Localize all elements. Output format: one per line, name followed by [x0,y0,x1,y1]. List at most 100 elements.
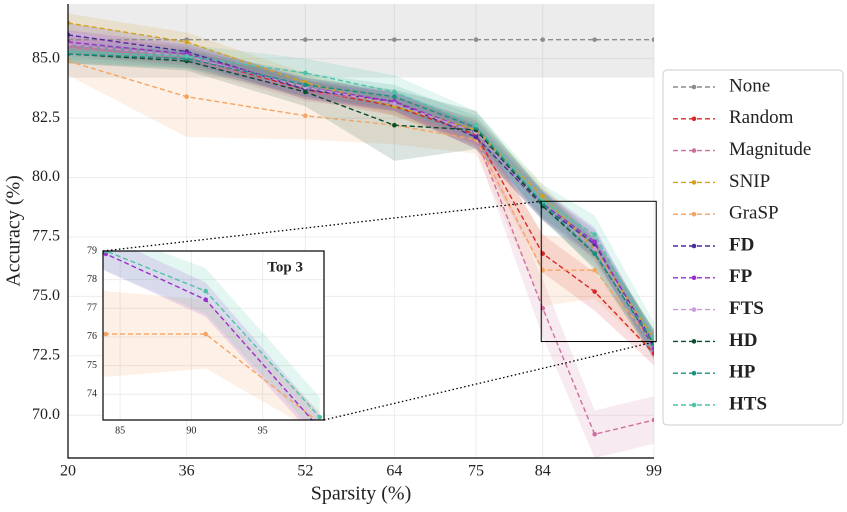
error-band [68,23,654,356]
inset: 74 75 76 77 78 79 85 90 95 Top 3 [87,245,325,436]
error-band [103,288,320,420]
x-tick-label: 20 [60,463,76,480]
x-tick-label: 99 [646,463,662,480]
y-tick-label: 82.5 [32,109,60,126]
y-tick-label: 79 [87,245,97,256]
y-tick-label: 76 [87,331,97,342]
legend-marker [691,275,697,281]
error-band [68,4,654,78]
x-tick-label: 36 [179,463,195,480]
data-point [317,414,323,420]
legend-marker [691,148,697,153]
data-point [303,37,308,42]
series-layer [103,251,323,420]
error-band [68,34,654,366]
legend: None Random Magnitude SNIP GraSP FD FP FTS HD HP H… [662,69,844,426]
y-tick-label: 74 [87,389,97,400]
data-point [651,37,654,42]
y-tick-label: 75 [87,360,97,371]
legend-label: GraSP [729,203,779,224]
legend-marker [691,84,697,90]
error-band [68,42,654,356]
legend-box [662,69,844,426]
legend-marker [691,116,697,122]
legend-marker [691,370,697,376]
legend-label: None [729,75,770,96]
x-tick-label: 75 [468,463,484,480]
y-tick-label: 78 [87,274,97,285]
data-point [540,194,546,199]
legend-marker [691,211,697,217]
legend-label: Magnitude [729,139,811,160]
legend-label: FD [729,234,754,255]
series-line [68,22,654,340]
data-point [592,289,597,294]
error-band [68,46,654,354]
data-point [184,94,189,100]
legend-marker [691,307,697,312]
data-point [540,37,546,42]
legend-marker [691,180,697,185]
error-band [103,251,320,420]
data-point [203,331,208,337]
error-band [68,13,654,349]
data-point [103,331,109,337]
y-tick-label: 72.5 [32,346,60,363]
x-axis-label: Sparsity (%) [311,483,412,505]
legend-label: HP [729,362,756,383]
series-line [68,43,654,345]
data-point [203,288,208,294]
error-band [68,37,654,458]
legend-label: HTS [729,393,767,414]
data-point [303,70,308,76]
legend-label: HD [729,330,758,351]
y-tick-label: 77 [87,303,97,314]
data-point [651,346,654,351]
data-point [392,101,397,107]
legend-marker [691,339,697,344]
y-tick-label: 75.0 [32,287,60,304]
data-point [592,37,597,42]
inset-title: Top 3 [267,259,303,275]
legend-marker [691,243,697,249]
error-band [103,251,320,420]
data-point [184,53,189,59]
data-point [392,122,397,128]
data-point [592,251,597,256]
data-point [592,246,597,252]
legend-marker [691,402,697,408]
x-tick-label: 84 [535,463,551,480]
data-point [592,232,597,237]
series-line [68,53,654,345]
series-line [68,50,654,340]
series-line [68,34,654,345]
legend-label: FP [729,266,753,287]
data-point [651,417,654,423]
data-point [392,89,397,95]
data-point [392,94,397,100]
data-point [651,351,654,356]
legend-label: Random [729,107,794,128]
data-point [473,37,479,42]
data-point [303,89,308,95]
data-point [592,239,597,244]
x-tick-label: 95 [258,425,268,436]
y-tick-label: 77.5 [32,228,60,245]
inset-frame [102,250,325,421]
zoom-connector [323,340,657,421]
x-tick-label: 90 [186,425,196,436]
data-point [184,39,189,45]
x-tick-label: 52 [297,463,313,480]
y-tick-label: 80.0 [32,168,60,185]
zoom-box [540,200,657,343]
data-point [473,122,479,128]
data-point [592,267,597,273]
zoom-connector [102,200,542,252]
data-point [392,37,397,42]
data-point [473,134,479,140]
plot-area: 70.0 72.5 75.0 77.5 80.0 82.5 85.0 20 36 52 64 75 84… [32,4,662,480]
x-tick-label: 64 [386,463,402,480]
legend-label: FTS [729,298,764,319]
y-tick-label: 85.0 [32,49,60,66]
